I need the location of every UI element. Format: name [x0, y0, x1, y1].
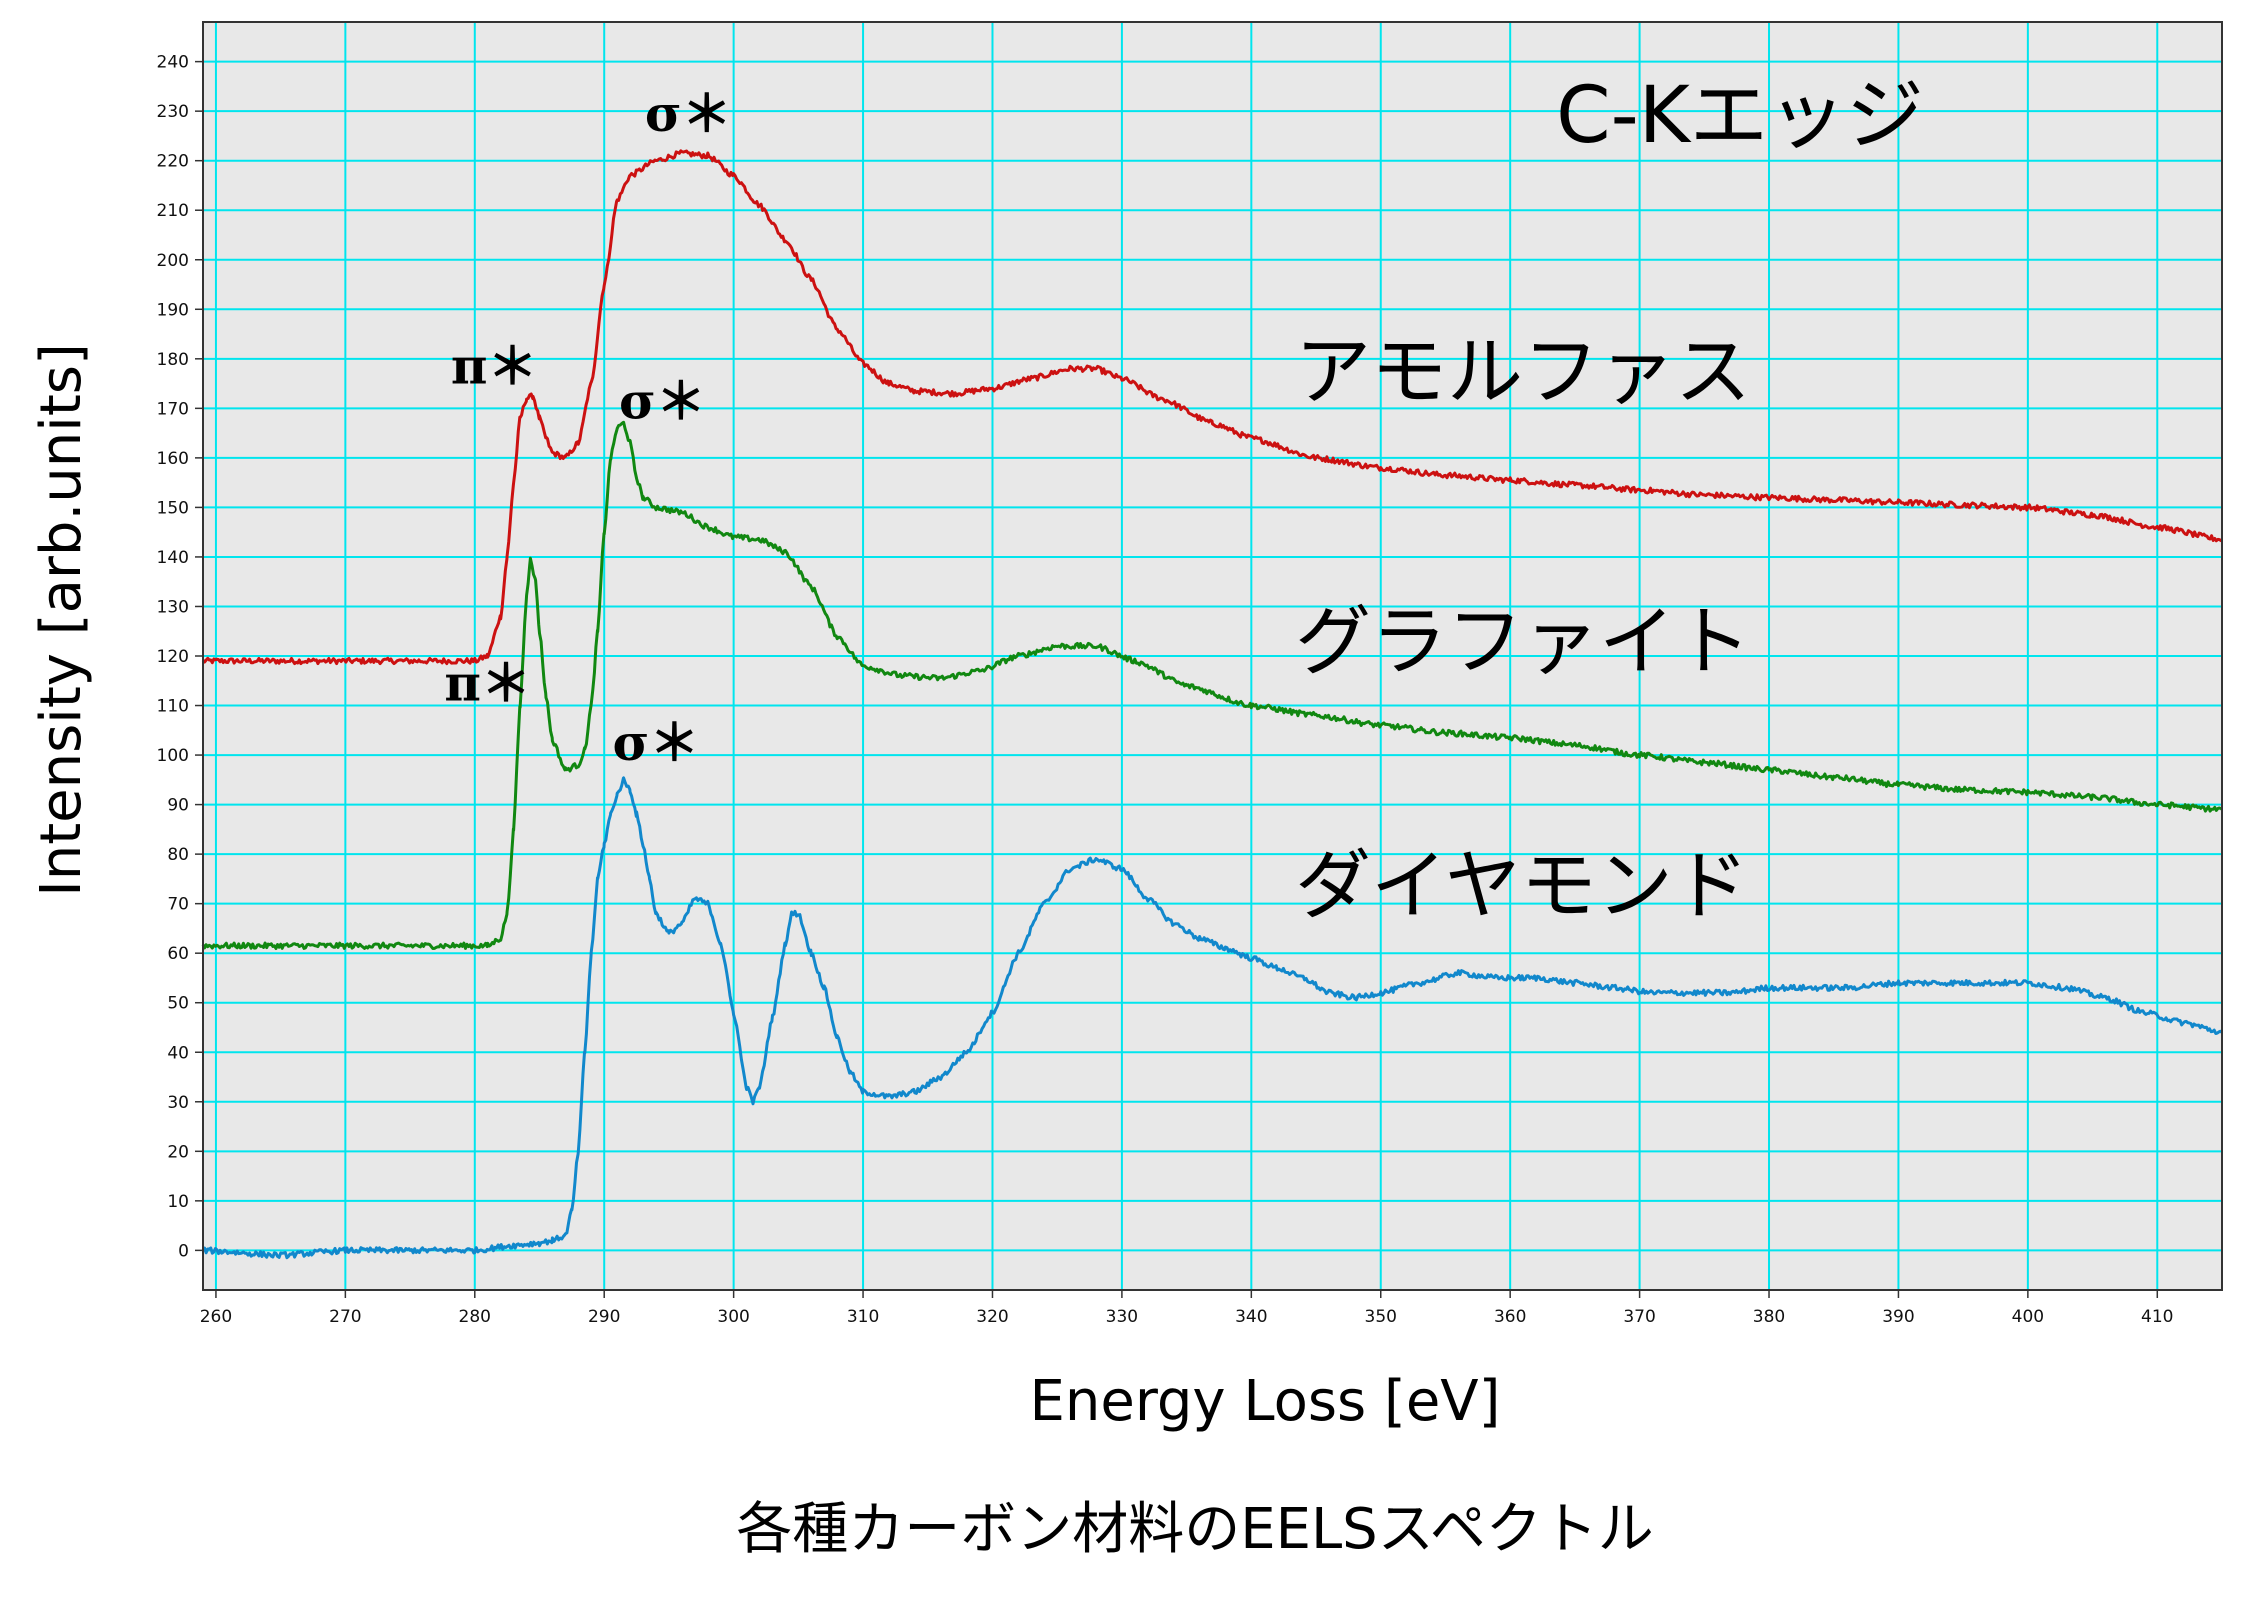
- y-axis-ticks: 0 10 20 30 40 50 60 70 80 90 100 110 120 130 140 150 160…: [157, 53, 203, 1261]
- x-axis-ticks: 260 270 280 290 300 310 320 330 340 350 360 370 380 3…: [200, 1290, 2174, 1327]
- x-axis-title: Energy Loss [eV]: [1030, 1369, 1501, 1434]
- y-tick-label: 160: [157, 449, 189, 469]
- peak-label: σ＊: [619, 371, 706, 430]
- x-tick-label: 270: [329, 1307, 361, 1327]
- y-tick-label: 230: [157, 102, 189, 122]
- y-tick-label: 60: [167, 944, 189, 964]
- y-tick-label: 20: [167, 1142, 189, 1162]
- series-line-amorphous: [201, 149, 2224, 666]
- x-tick-label: 350: [1365, 1307, 1397, 1327]
- edge-label: C-Kエッジ: [1556, 71, 1924, 161]
- plot-frame: [202, 21, 2223, 1291]
- y-tick-label: 130: [157, 597, 189, 617]
- y-tick-label: 110: [157, 697, 189, 717]
- x-tick-label: 400: [2012, 1307, 2044, 1327]
- y-tick-label: 80: [167, 845, 189, 865]
- x-tick-label: 380: [1753, 1307, 1785, 1327]
- y-tick-label: 10: [167, 1192, 189, 1212]
- peak-labels: σ＊ π＊ σ＊ π＊ σ＊: [444, 84, 731, 772]
- y-tick-label: 120: [157, 647, 189, 667]
- x-tick-label: 310: [847, 1307, 879, 1327]
- peak-label: π＊: [444, 654, 531, 713]
- x-tick-label: 330: [1106, 1307, 1138, 1327]
- x-tick-label: 410: [2141, 1307, 2173, 1327]
- series-label-diamond: ダイヤモンド: [1295, 841, 1749, 930]
- peak-label: σ＊: [645, 84, 732, 143]
- x-tick-label: 360: [1494, 1307, 1526, 1327]
- y-tick-label: 0: [178, 1241, 189, 1261]
- series-label-amorphous: アモルファス: [1295, 327, 1751, 416]
- peak-label: π＊: [451, 337, 538, 396]
- y-axis-title: Intensity [arb.units]: [29, 343, 94, 897]
- figure-caption: 各種カーボン材料のEELSスペクトル: [736, 1497, 1654, 1562]
- peak-label: σ＊: [613, 713, 700, 772]
- series-lines: [201, 149, 2224, 1260]
- y-tick-label: 90: [167, 796, 189, 816]
- x-tick-label: 320: [976, 1307, 1008, 1327]
- y-tick-label: 40: [167, 1043, 189, 1063]
- y-tick-label: 140: [157, 548, 189, 568]
- y-tick-label: 150: [157, 498, 189, 518]
- x-tick-label: 390: [1882, 1307, 1914, 1327]
- y-tick-label: 220: [157, 152, 189, 172]
- x-tick-label: 370: [1623, 1307, 1655, 1327]
- y-tick-label: 50: [167, 994, 189, 1014]
- y-tick-label: 200: [157, 251, 189, 271]
- y-tick-label: 170: [157, 399, 189, 419]
- y-tick-label: 190: [157, 300, 189, 320]
- series-line-diamond: [201, 776, 2223, 1260]
- y-tick-label: 180: [157, 350, 189, 370]
- y-tick-label: 70: [167, 895, 189, 915]
- x-tick-label: 280: [459, 1307, 491, 1327]
- series-line-graphite: [201, 420, 2224, 950]
- series-label-graphite: グラファイト: [1295, 597, 1751, 686]
- grid-lines: [203, 22, 2222, 1290]
- y-tick-label: 210: [157, 201, 189, 221]
- x-tick-label: 300: [717, 1307, 749, 1327]
- y-tick-label: 240: [157, 53, 189, 73]
- x-tick-label: 340: [1235, 1307, 1267, 1327]
- y-tick-label: 100: [157, 746, 189, 766]
- x-tick-label: 260: [200, 1307, 232, 1327]
- x-tick-label: 290: [588, 1307, 620, 1327]
- y-tick-label: 30: [167, 1093, 189, 1113]
